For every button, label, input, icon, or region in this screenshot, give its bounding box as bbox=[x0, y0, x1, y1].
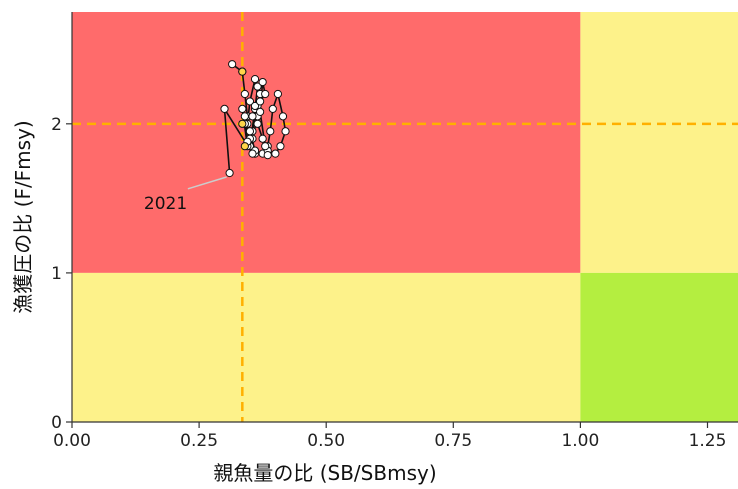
data-point bbox=[240, 112, 249, 121]
data-point bbox=[271, 149, 280, 158]
data-point bbox=[228, 60, 237, 69]
data-point-highlight bbox=[238, 119, 247, 128]
data-point-highlight bbox=[240, 142, 249, 151]
data-point bbox=[268, 104, 277, 114]
y-axis-ticks: 0 1 2 bbox=[51, 115, 72, 433]
y-axis-title: 漁獲圧の比 (F/Fmsy) bbox=[11, 120, 35, 313]
data-point bbox=[245, 97, 255, 106]
zone-3 bbox=[580, 272, 738, 422]
y-tick-label: 1 bbox=[51, 264, 62, 284]
data-point bbox=[220, 104, 229, 114]
data-point bbox=[278, 112, 288, 121]
data-point-highlight bbox=[238, 67, 247, 76]
annotation-label: 2021 bbox=[144, 194, 187, 214]
data-point bbox=[253, 119, 262, 128]
annotation-leader bbox=[187, 176, 227, 190]
axes bbox=[71, 12, 738, 423]
x-tick-label: 0.00 bbox=[53, 431, 91, 451]
data-point bbox=[263, 151, 272, 160]
x-tick-label: 0.75 bbox=[434, 431, 472, 451]
data-point bbox=[248, 112, 257, 121]
data-point bbox=[240, 89, 249, 99]
y-tick-label: 0 bbox=[51, 413, 62, 433]
data-point bbox=[261, 89, 270, 99]
data-point bbox=[273, 89, 283, 99]
data-point bbox=[266, 127, 275, 136]
data-point bbox=[281, 127, 290, 136]
x-axis-title: 親魚量の比 (SB/SBmsy) bbox=[213, 461, 436, 485]
x-tick-label: 1.25 bbox=[689, 431, 727, 451]
zone-1 bbox=[580, 12, 738, 273]
annotations: 2021 bbox=[144, 176, 227, 214]
data-point bbox=[225, 168, 234, 178]
y-tick-label: 2 bbox=[51, 115, 62, 135]
data-point bbox=[253, 82, 262, 91]
zone-0 bbox=[72, 12, 581, 273]
x-axis-ticks: 0.00 0.25 0.50 0.75 1.00 1.25 bbox=[53, 422, 726, 451]
data-point bbox=[250, 101, 260, 111]
zone-2 bbox=[72, 272, 581, 422]
x-tick-label: 0.25 bbox=[180, 431, 218, 451]
status-zones bbox=[72, 12, 738, 422]
data-point bbox=[238, 104, 247, 114]
data-point bbox=[248, 149, 257, 158]
data-point bbox=[256, 97, 265, 106]
data-point bbox=[258, 77, 267, 87]
trajectory-points bbox=[220, 60, 290, 178]
data-point bbox=[276, 142, 285, 151]
reference-lines bbox=[72, 12, 738, 422]
data-point bbox=[261, 142, 270, 151]
data-point bbox=[250, 74, 260, 84]
data-point bbox=[245, 127, 255, 136]
x-tick-label: 0.50 bbox=[307, 431, 345, 451]
data-point bbox=[256, 107, 265, 116]
data-point bbox=[258, 134, 267, 143]
x-tick-label: 1.00 bbox=[561, 431, 599, 451]
